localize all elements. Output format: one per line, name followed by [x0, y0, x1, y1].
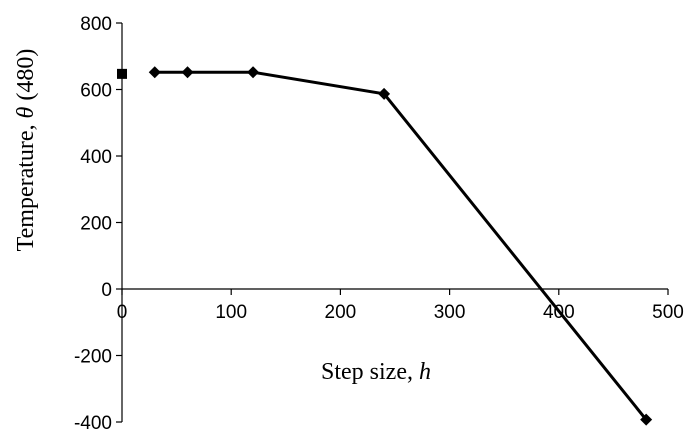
y-tick-label: -400 — [74, 413, 112, 434]
data-point-diamond — [378, 87, 391, 100]
data-point-diamond — [640, 413, 653, 426]
y-tick-label: 600 — [80, 81, 112, 102]
y-tick-label: 0 — [101, 280, 112, 301]
data-series — [117, 66, 653, 426]
data-point-diamond — [181, 66, 194, 79]
x-axis-title-var: h — [419, 359, 431, 385]
y-axis-title-var: θ — [13, 106, 39, 118]
x-tick-label: 100 — [215, 302, 247, 323]
y-axis-title-text: Temperature, — [13, 118, 39, 251]
x-tick-label: 200 — [325, 302, 357, 323]
y-axis-title: Temperature, θ (480) — [13, 49, 39, 252]
series-0 — [148, 66, 653, 426]
y-tick-label: 200 — [80, 214, 112, 235]
x-tick-labels: 0 100 200 300 400 500 — [117, 302, 684, 323]
tick-marks — [116, 22, 669, 423]
data-point-diamond — [148, 66, 161, 79]
y-tick-label: 400 — [80, 147, 112, 168]
y-tick-label: -200 — [74, 347, 112, 368]
data-point-square — [117, 68, 127, 79]
y-axis-title-suffix: (480) — [13, 49, 39, 107]
x-tick-label: 0 — [117, 302, 128, 323]
x-tick-label: 500 — [652, 302, 684, 323]
series-1 — [117, 68, 127, 79]
y-tick-label: 800 — [80, 14, 112, 35]
x-tick-label: 300 — [434, 302, 466, 323]
x-axis-title: Step size, h — [321, 359, 431, 385]
data-point-diamond — [247, 66, 260, 79]
y-tick-labels: 800 600 400 200 0 -200 -400 — [74, 14, 112, 434]
x-axis-title-text: Step size, — [321, 359, 419, 385]
